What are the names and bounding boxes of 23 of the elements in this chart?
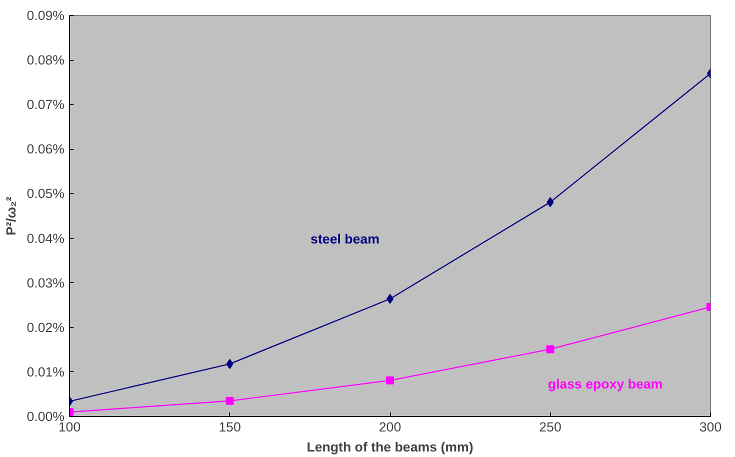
text: steel beam — [310, 231, 380, 246]
x-tick-label: 150 — [218, 420, 241, 434]
y-tick-label: 0.04% — [26, 230, 65, 246]
y-tick-label: 0.06% — [26, 142, 65, 157]
y-tick-label: 0.08% — [26, 52, 65, 68]
x-axis-title: Length of the beams (mm) — [306, 440, 474, 454]
y-tick-label: 0.02% — [26, 320, 65, 335]
series-label: glass epoxy beam — [548, 376, 663, 392]
y-tick-label: 0.05% — [26, 186, 65, 202]
point — [546, 197, 554, 208]
x-tick-label: 250 — [539, 420, 562, 434]
y-tick-label: 0.01% — [26, 364, 65, 380]
x-tick-label: 300 — [699, 420, 722, 434]
y-tick-label: 0.09% — [26, 8, 65, 23]
x-tick-label: 200 — [378, 420, 402, 434]
y-axis-title: P²/ω₂² — [4, 196, 19, 236]
y-tick-label: 0.03% — [26, 275, 65, 290]
point — [546, 345, 554, 354]
point — [386, 376, 394, 384]
point — [226, 358, 234, 369]
point — [226, 396, 234, 405]
x-tick-label: 100 — [58, 420, 81, 434]
y-tick-label: 0.07% — [26, 97, 65, 112]
